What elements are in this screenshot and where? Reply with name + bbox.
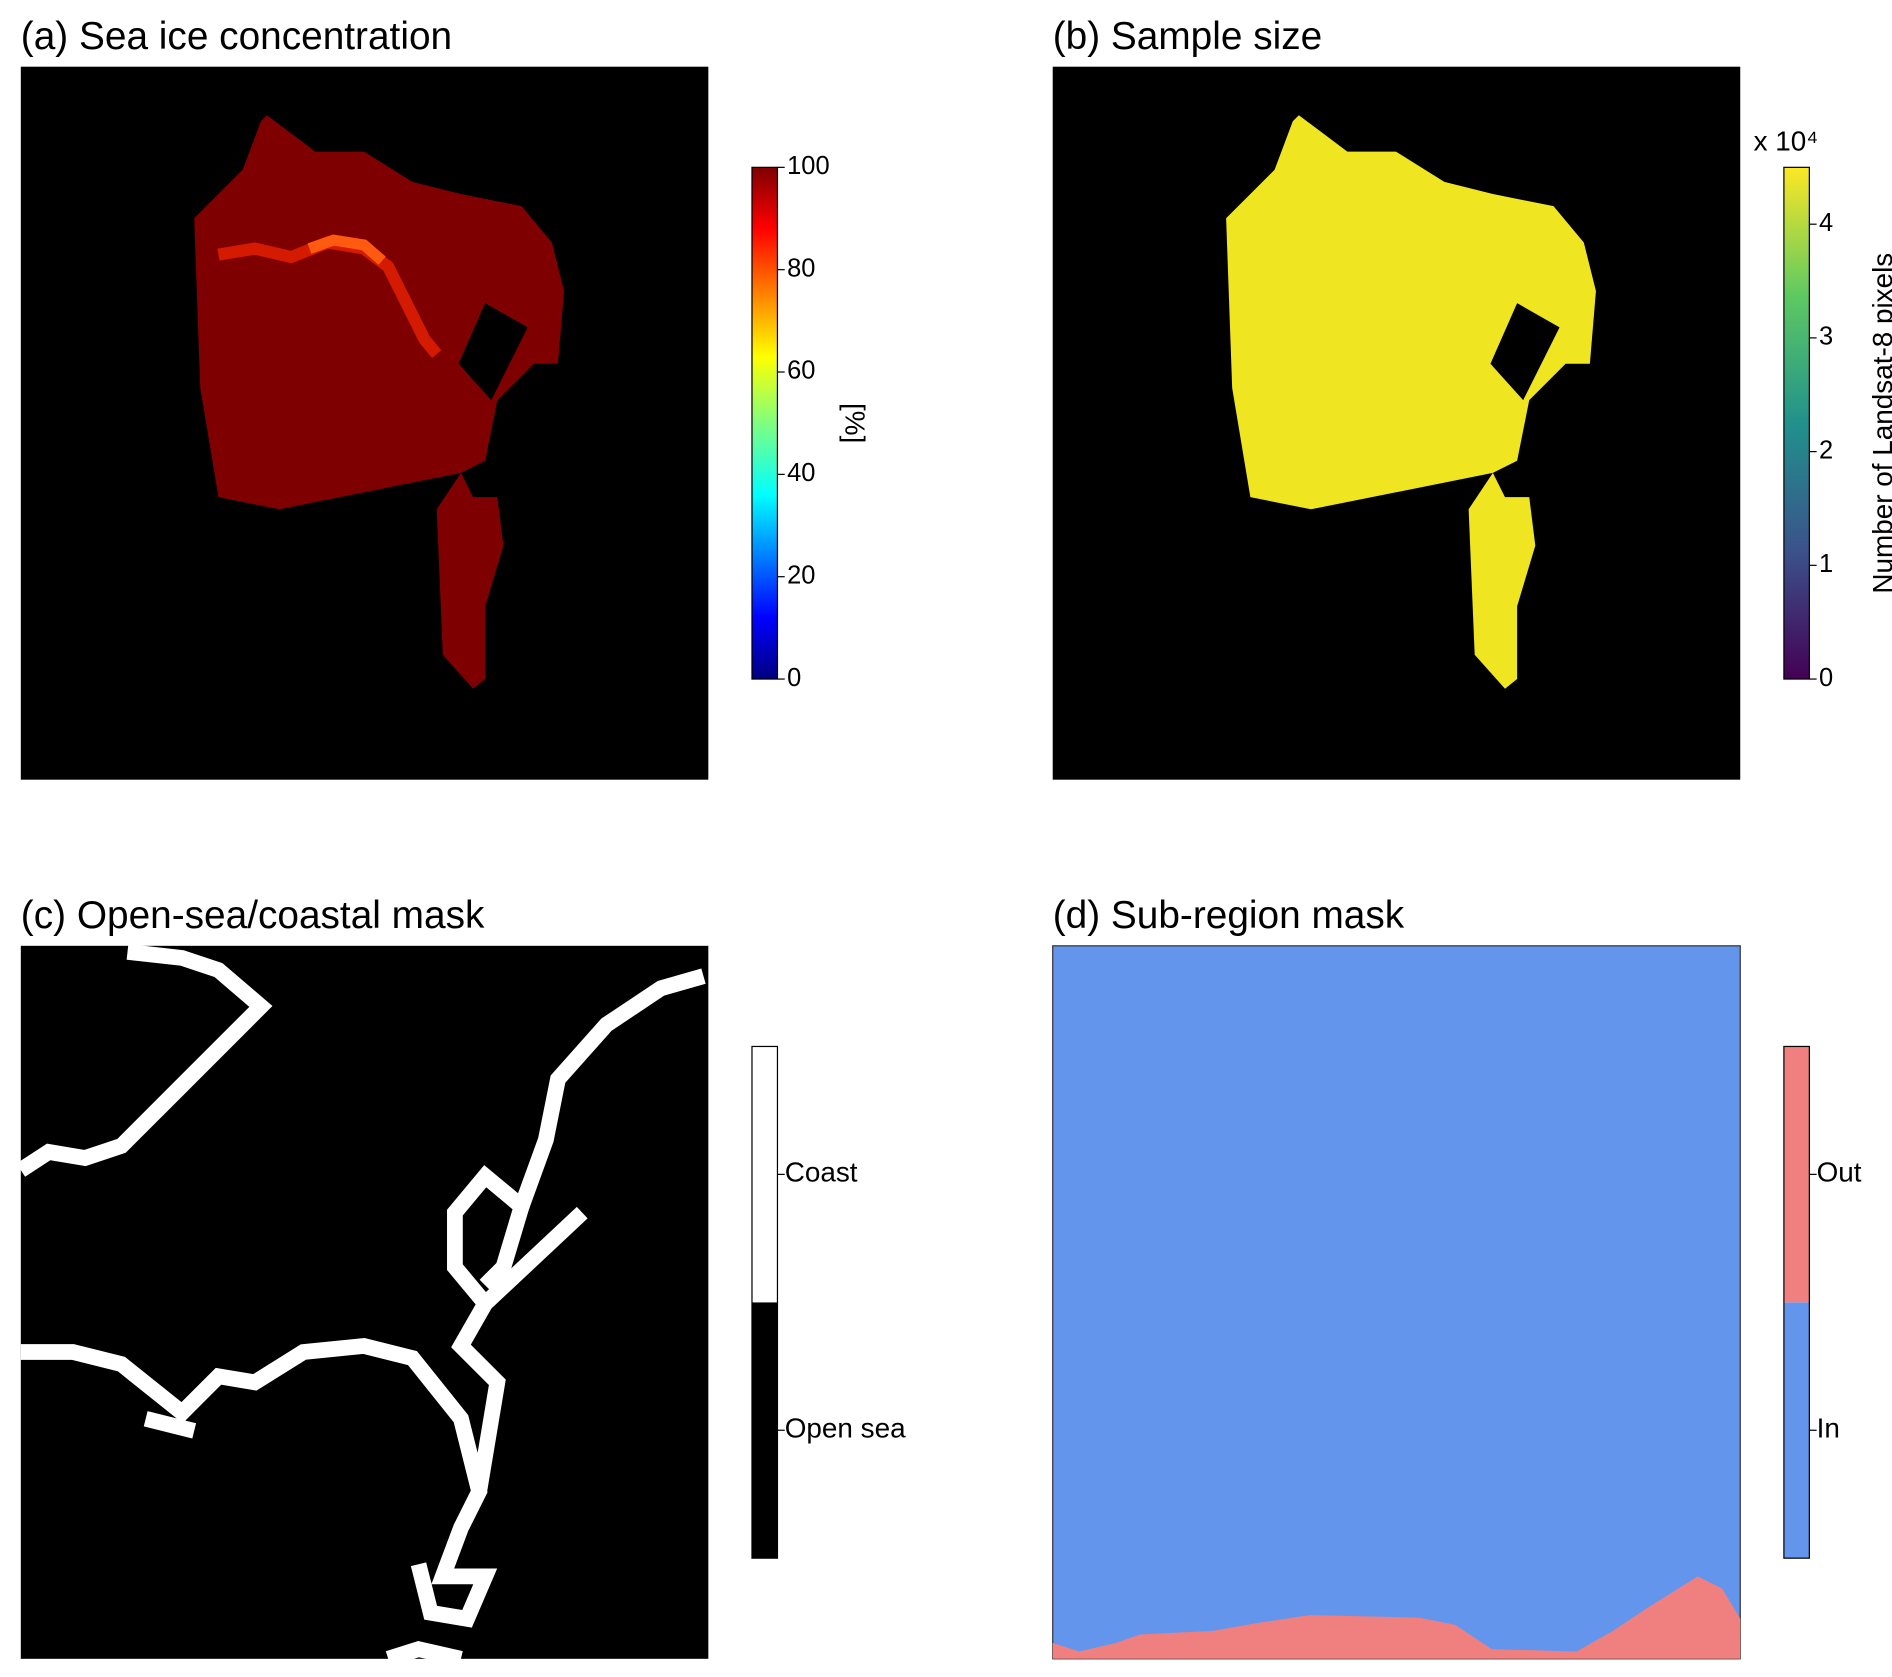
colorbar-tick-label: 80 — [787, 254, 815, 282]
panel-title: (d) Sub-region mask — [1053, 894, 1405, 937]
colorbar-frame — [1783, 1045, 1810, 1559]
map-b — [1052, 66, 1741, 780]
colorbar — [1783, 166, 1810, 680]
colorbar-frame — [751, 1045, 779, 1559]
colorbar-tick-label: 20 — [787, 561, 815, 589]
map-d — [1052, 945, 1741, 1660]
colorbar-tick-label: 2 — [1819, 436, 1833, 464]
colorbar-tick-label: 3 — [1819, 323, 1833, 351]
colorbar — [751, 166, 779, 680]
colorbar-tick-label: 0 — [1819, 664, 1833, 692]
colorbar-tick-label: In — [1817, 1413, 1840, 1444]
map-c — [16, 944, 709, 1667]
colorbar-segment — [751, 1302, 778, 1559]
colorbar-label: Number of Landsat-8 pixels — [1867, 253, 1892, 594]
colorbar-segment — [1783, 1046, 1810, 1303]
colorbar-tick-label: 0 — [787, 664, 801, 692]
panel-title: (c) Open-sea/coastal mask — [21, 894, 485, 937]
panel-title: (b) Sample size — [1053, 15, 1323, 58]
colorbar-tick-label: 40 — [787, 459, 815, 487]
colorbar-offset: x 10⁴ — [1754, 125, 1819, 156]
colorbar-tick-label: 100 — [787, 152, 829, 180]
colorbar-segment — [1783, 1302, 1810, 1559]
colorbar-tick-label: Open sea — [785, 1413, 906, 1444]
colorbar-tick-label: Coast — [785, 1157, 858, 1188]
map-a — [20, 66, 709, 780]
colorbar-tick-label: 60 — [787, 357, 815, 385]
panel-title: (a) Sea ice concentration — [21, 15, 452, 58]
colorbar-tick-label: 1 — [1819, 550, 1833, 578]
colorbar-label: [%] — [839, 403, 870, 443]
colorbar-segment — [751, 1046, 778, 1303]
colorbar-tick-label: Out — [1817, 1157, 1862, 1188]
colorbar-tick-label: 4 — [1819, 209, 1833, 237]
